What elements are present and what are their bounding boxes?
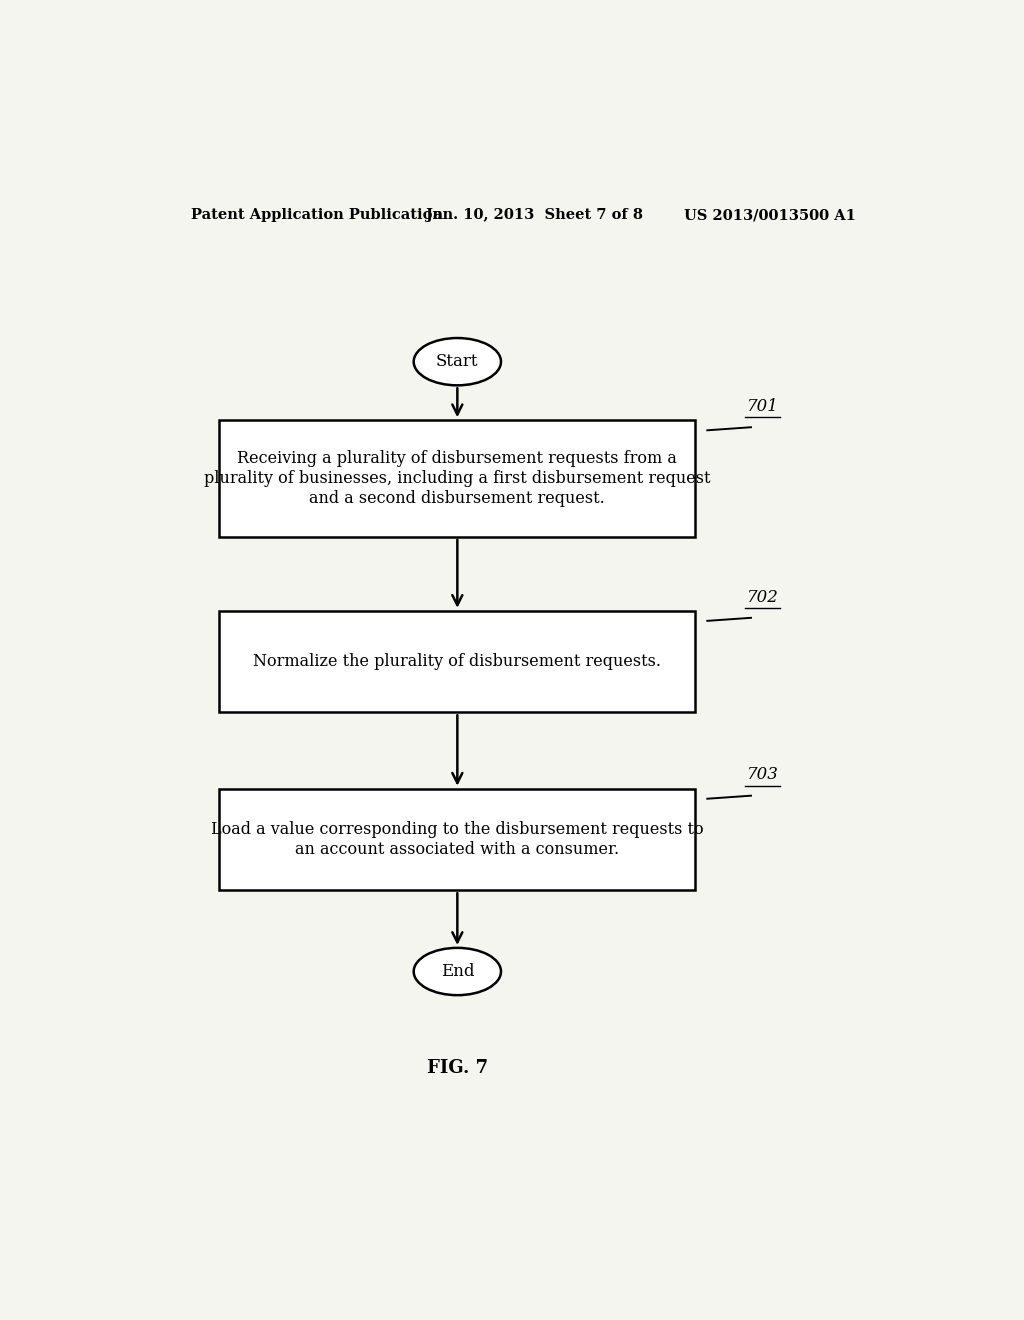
Text: 703: 703 <box>748 767 779 784</box>
Text: 701: 701 <box>748 399 779 414</box>
Text: FIG. 7: FIG. 7 <box>427 1059 487 1077</box>
Text: Jan. 10, 2013  Sheet 7 of 8: Jan. 10, 2013 Sheet 7 of 8 <box>426 209 643 222</box>
Ellipse shape <box>414 948 501 995</box>
Bar <box>219 611 695 713</box>
Ellipse shape <box>414 338 501 385</box>
Text: Receiving a plurality of disbursement requests from a
plurality of businesses, i: Receiving a plurality of disbursement re… <box>204 450 711 507</box>
Text: Normalize the plurality of disbursement requests.: Normalize the plurality of disbursement … <box>253 653 662 671</box>
Bar <box>219 420 695 537</box>
Text: End: End <box>440 964 474 979</box>
Text: Load a value corresponding to the disbursement requests to
an account associated: Load a value corresponding to the disbur… <box>211 821 703 858</box>
Text: 702: 702 <box>748 589 779 606</box>
Text: Patent Application Publication: Patent Application Publication <box>191 209 443 222</box>
Bar <box>219 788 695 890</box>
Text: US 2013/0013500 A1: US 2013/0013500 A1 <box>684 209 855 222</box>
Text: Start: Start <box>436 354 478 370</box>
